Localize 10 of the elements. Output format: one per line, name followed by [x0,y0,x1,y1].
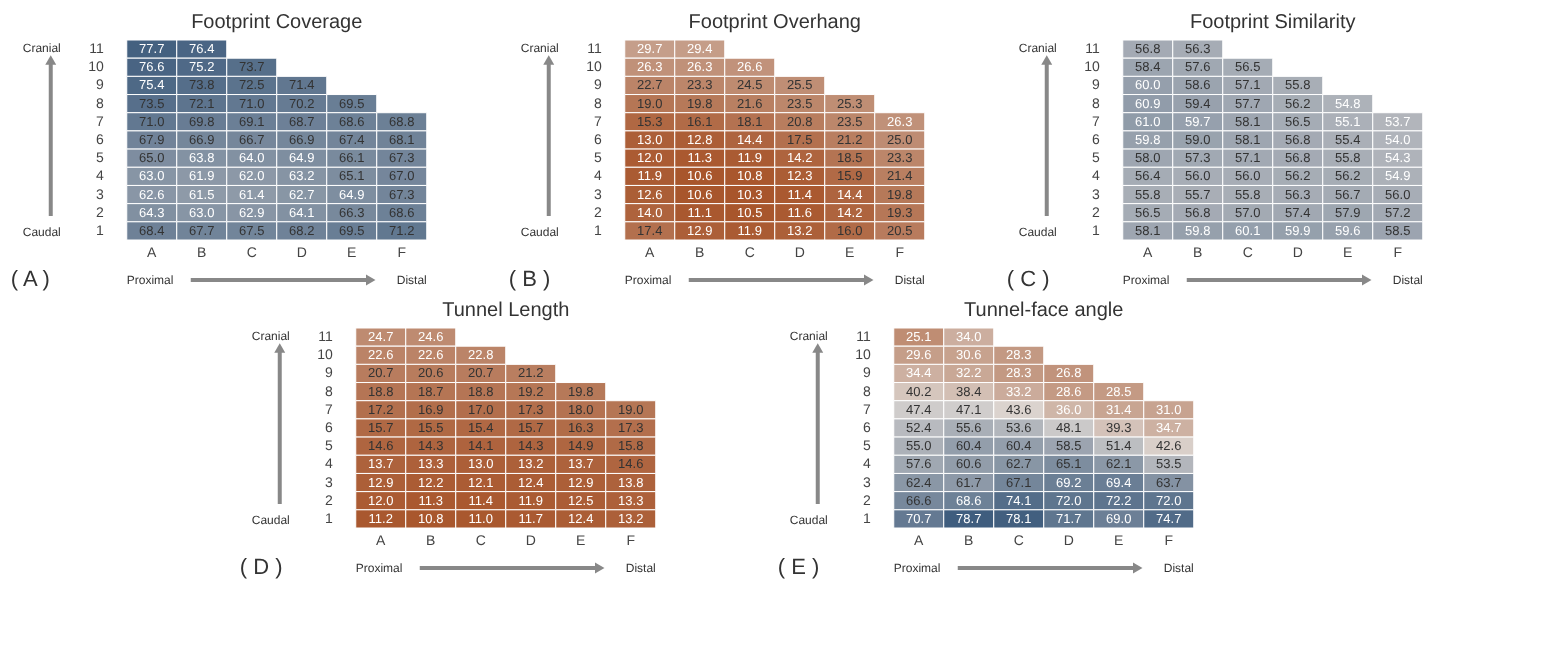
chart-title: Tunnel Length [442,299,570,322]
chart-title: Footprint Coverage [191,11,364,34]
chart-title: Tunnel-face angle [964,299,1125,322]
text: ( D ) [239,556,283,580]
text: ( A ) [10,268,50,292]
chart-title: Footprint Similarity [1189,11,1356,34]
text: ( E ) [777,556,820,580]
text: ( B ) [508,268,551,292]
chart-title: Footprint Overhang [688,11,861,34]
text: ( C ) [1006,268,1050,292]
